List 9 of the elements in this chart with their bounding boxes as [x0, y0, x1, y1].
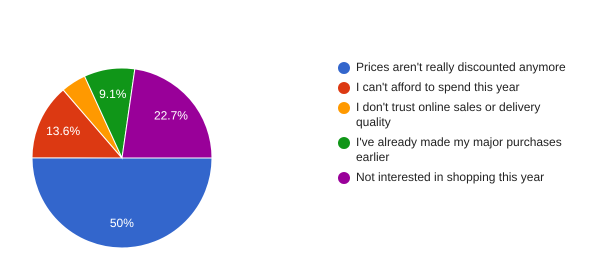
legend-label: Prices aren't really discounted anymore	[356, 60, 566, 75]
data-label: 22.7%	[154, 108, 188, 123]
legend-label: I can't afford to spend this year	[356, 80, 520, 95]
legend-label: I don't trust online sales or delivery quality	[356, 100, 542, 130]
legend-label: I've already made my major purchases earlier	[356, 135, 563, 165]
data-label: 9.1%	[99, 86, 127, 101]
data-label: 50%	[110, 216, 134, 230]
legend-label: Not interested in shopping this year	[356, 170, 546, 185]
data-label: 13.6%	[46, 124, 80, 138]
